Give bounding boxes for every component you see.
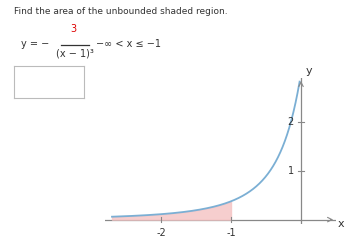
Text: −∞ < x ≤ −1: −∞ < x ≤ −1 — [96, 39, 161, 49]
Text: 3: 3 — [70, 24, 77, 34]
Text: x: x — [337, 219, 344, 228]
Text: (x − 1)³: (x − 1)³ — [56, 49, 94, 59]
Text: -2: -2 — [156, 228, 166, 238]
Text: y: y — [305, 66, 312, 76]
Text: 1: 1 — [288, 166, 294, 176]
Text: Find the area of the unbounded shaded region.: Find the area of the unbounded shaded re… — [14, 7, 228, 16]
Text: 2: 2 — [288, 117, 294, 127]
Text: y = −: y = − — [21, 39, 49, 49]
Text: -1: -1 — [226, 228, 236, 238]
